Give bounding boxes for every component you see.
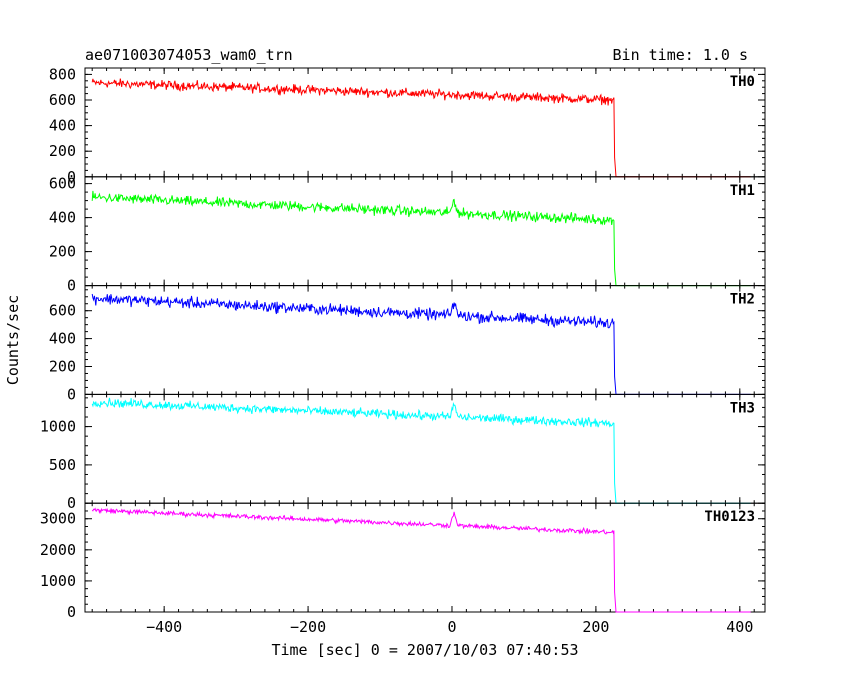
series-line-th0 [91,78,751,178]
x-tick-label: 0 [447,618,456,636]
y-tick-label: 600 [49,302,76,320]
y-tick-label: 200 [49,358,76,376]
panel-label-th0: TH0 [730,74,755,90]
y-tick-label: 2000 [40,541,76,559]
panel-label-th3: TH3 [730,400,755,416]
panel-label-th0123: TH0123 [704,509,755,525]
y-tick-label: 0 [67,494,76,512]
panel-label-th2: TH2 [730,292,755,308]
series-line-th0123 [91,507,751,613]
panel-frame-th1 [84,176,766,287]
y-tick-label: 3000 [40,510,76,528]
series-line-th2 [91,293,751,395]
series-line-th3 [91,397,751,504]
panel-label-th1: TH1 [730,183,755,199]
y-tick-label: 0 [67,168,76,186]
x-axis-label: Time [sec] 0 = 2007/10/03 07:40:53 [271,641,578,659]
panels-group: 0 200 400 600 800 TH0 0 200 400 600 TH1 0 200 400 600 T… [40,65,766,636]
x-tick-label: 200 [582,618,609,636]
y-tick-label: 500 [49,456,76,474]
y-tick-label: 800 [49,65,76,83]
y-tick-label: 400 [49,117,76,135]
y-tick-label: 200 [49,142,76,160]
panel-frame-th0 [84,67,766,178]
x-tick-label: −400 [146,618,182,636]
x-tick-label: 400 [726,618,753,636]
y-tick-label: 0 [67,603,76,621]
panel-frame-th0123 [84,502,766,613]
series-line-th1 [91,190,751,287]
x-tick-label: −200 [290,618,326,636]
y-tick-label: 1000 [40,418,76,436]
bin-time-label: Bin time: 1.0 s [613,46,748,64]
y-tick-label: 600 [49,91,76,109]
chart-title: ae071003074053_wam0_trn [85,46,293,64]
y-tick-label: 200 [49,243,76,261]
y-tick-label: 1000 [40,572,76,590]
y-tick-label: 400 [49,209,76,227]
y-tick-label: 400 [49,330,76,348]
y-axis-label: Counts/sec [4,295,22,385]
y-tick-label: 0 [67,277,76,295]
y-tick-label: 0 [67,385,76,403]
y-tick-label: 600 [49,175,76,193]
panel-frame-th3 [84,393,766,504]
